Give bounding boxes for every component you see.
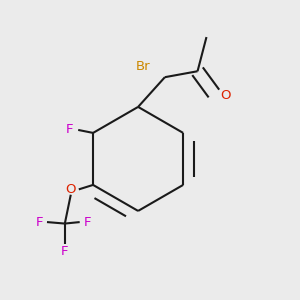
Text: F: F — [36, 216, 43, 229]
Text: Br: Br — [135, 60, 150, 73]
Text: F: F — [61, 245, 69, 258]
Text: F: F — [65, 123, 73, 136]
Text: O: O — [65, 183, 76, 196]
Text: O: O — [220, 89, 230, 102]
Text: F: F — [83, 216, 91, 229]
